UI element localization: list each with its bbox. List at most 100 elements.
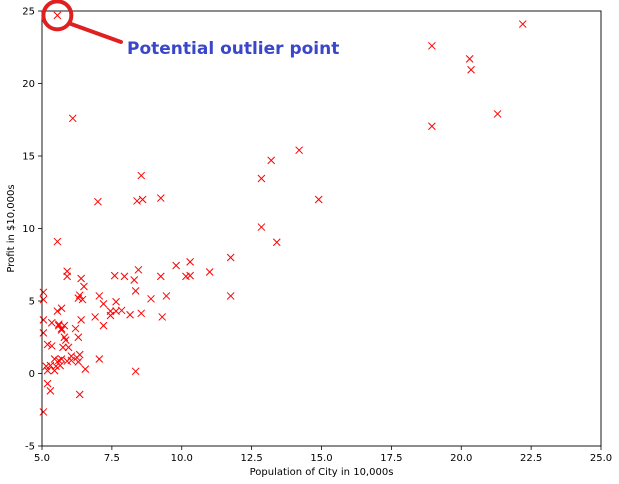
x-tick-label: 10.0 <box>171 453 193 464</box>
data-point <box>47 318 56 327</box>
data-point <box>147 294 155 303</box>
data-point <box>172 261 181 270</box>
data-point <box>50 366 59 375</box>
data-point <box>39 315 48 324</box>
data-point <box>99 300 108 308</box>
y-tick-label: 5 <box>29 297 35 308</box>
data-point <box>112 297 120 306</box>
y-tick-label: 25 <box>22 7 35 18</box>
y-tick-label: -5 <box>25 442 35 453</box>
y-axis-label: Profit in $10,000s <box>6 184 17 272</box>
x-tick-label: 17.5 <box>380 453 402 464</box>
data-point <box>95 292 104 300</box>
data-point <box>130 276 139 284</box>
data-point <box>78 295 87 304</box>
outlier-highlight-circle <box>41 0 74 32</box>
data-point <box>50 355 59 363</box>
x-tick-label: 20.0 <box>450 453 472 464</box>
data-point <box>226 253 235 262</box>
data-point <box>61 336 70 345</box>
data-point <box>156 272 165 281</box>
data-point <box>138 195 147 204</box>
data-point <box>74 294 83 302</box>
data-point <box>91 313 99 321</box>
data-point <box>205 268 214 276</box>
data-point <box>94 197 102 206</box>
data-point <box>39 295 48 304</box>
y-axis-ticks: -5 0 5 10 15 20 25 <box>22 7 42 453</box>
data-point <box>53 237 62 246</box>
data-point <box>46 387 55 395</box>
data-point <box>126 310 134 319</box>
data-point <box>57 326 66 334</box>
data-point <box>73 353 81 362</box>
x-tick-label: 22.5 <box>520 453 542 464</box>
data-point <box>47 342 56 350</box>
x-axis-label: Population of City in 10,000s <box>250 467 394 478</box>
data-point <box>43 366 52 375</box>
y-tick-label: 10 <box>22 224 35 235</box>
data-point <box>53 307 62 316</box>
data-point <box>39 329 48 337</box>
data-point <box>137 309 146 318</box>
x-tick-label: 7.5 <box>104 453 120 464</box>
x-tick-label: 25.0 <box>590 453 612 464</box>
data-point <box>75 390 84 399</box>
data-point <box>186 271 194 280</box>
outlier-annotation: Potential outlier point <box>41 0 339 59</box>
data-point <box>74 358 83 366</box>
data-point <box>54 320 63 329</box>
data-point <box>156 194 165 202</box>
y-tick-label: 20 <box>22 79 35 90</box>
data-point <box>131 286 140 295</box>
x-tick-label: 12.5 <box>240 453 262 464</box>
data-point <box>493 110 502 118</box>
data-point <box>117 306 126 315</box>
data-point <box>428 122 436 131</box>
data-point <box>314 195 323 204</box>
data-point <box>133 197 141 205</box>
data-point <box>428 41 436 50</box>
data-point <box>39 288 48 297</box>
data-point <box>43 340 52 349</box>
data-point <box>257 223 266 231</box>
data-point <box>226 292 235 300</box>
data-point <box>465 54 474 63</box>
x-tick-label: 5.0 <box>34 453 50 464</box>
data-point <box>95 355 104 363</box>
data-point <box>81 365 90 374</box>
data-point <box>39 408 48 416</box>
data-point <box>518 20 527 28</box>
data-point <box>162 292 171 300</box>
data-point <box>267 156 276 165</box>
data-point <box>74 333 83 342</box>
data-point <box>131 367 140 376</box>
data-point <box>57 304 66 313</box>
data-point <box>106 311 115 320</box>
data-point <box>80 282 88 291</box>
data-point <box>63 357 72 366</box>
data-point <box>99 321 108 330</box>
data-point <box>110 271 119 280</box>
data-point <box>64 343 73 352</box>
plot-frame <box>41 10 602 447</box>
data-point <box>467 65 475 74</box>
data-point <box>77 315 85 324</box>
data-point <box>158 313 167 321</box>
data-point <box>134 265 143 274</box>
annotation-text: Potential outlier point <box>127 39 339 59</box>
data-point <box>120 272 129 281</box>
data-point <box>43 379 52 388</box>
data-point <box>60 321 69 330</box>
data-point <box>77 274 85 283</box>
data-point <box>59 343 67 352</box>
y-tick-label: 0 <box>29 369 35 380</box>
y-tick-label: 15 <box>22 152 35 163</box>
data-point <box>71 324 80 333</box>
data-points <box>39 11 527 416</box>
data-point <box>68 114 77 123</box>
annotation-pointer-line <box>67 21 123 44</box>
data-point <box>53 11 62 20</box>
x-axis-ticks: 5.0 7.5 10.0 12.5 15.0 17.5 20.0 22.5 25.0 <box>34 446 612 464</box>
